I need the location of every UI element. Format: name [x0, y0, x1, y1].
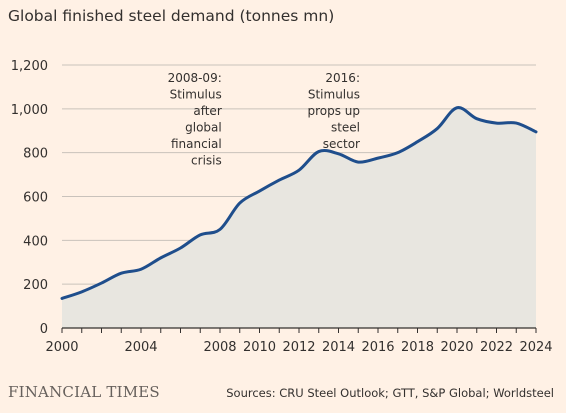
y-tick-label: 1,200 — [11, 59, 48, 74]
y-tick-label: 400 — [23, 234, 48, 249]
area-fill — [62, 107, 536, 328]
annotation: 2016: Stimulus props up steel sector — [307, 71, 360, 151]
y-tick-label: 200 — [23, 278, 48, 293]
x-tick-label: 2008 — [203, 340, 236, 355]
x-tick-label: 2010 — [243, 340, 276, 355]
series-area — [62, 107, 536, 328]
x-tick-label: 2014 — [322, 340, 355, 355]
x-tick-label: 2024 — [519, 340, 552, 355]
x-tick-label: 2004 — [124, 340, 157, 355]
x-axis — [61, 327, 537, 333]
chart-title: Global finished steel demand (tonnes mn) — [8, 7, 335, 25]
y-axis-tick-labels: 0 200 400 600 800 1,000 1,200 — [11, 59, 48, 337]
y-tick-label: 0 — [40, 322, 48, 337]
x-axis-tick-labels: 2000 2004 2008 2010 2012 2014 2016 2018 2020 2022… — [45, 340, 552, 355]
source-note: Sources: CRU Steel Outlook; GTT, S&P Glo… — [226, 386, 554, 400]
demand-line — [60, 106, 538, 300]
series-line — [60, 106, 538, 300]
y-tick-label: 600 — [23, 191, 48, 206]
annotation: 2008-09: Stimulus after global financial cris… — [168, 71, 222, 168]
x-tick-label: 2020 — [440, 340, 473, 355]
x-tick-label: 2016 — [361, 340, 394, 355]
y-tick-label: 1,000 — [11, 103, 48, 118]
x-tick-label: 2012 — [282, 340, 315, 355]
y-tick-label: 800 — [23, 147, 48, 162]
x-tick-label: 2018 — [401, 340, 434, 355]
x-tick-label: 2000 — [45, 340, 78, 355]
publisher-logo: FINANCIAL TIMES — [8, 383, 160, 401]
x-tick-label: 2022 — [480, 340, 513, 355]
annotations: 2008-09: Stimulus after global financial cris… — [168, 71, 360, 168]
